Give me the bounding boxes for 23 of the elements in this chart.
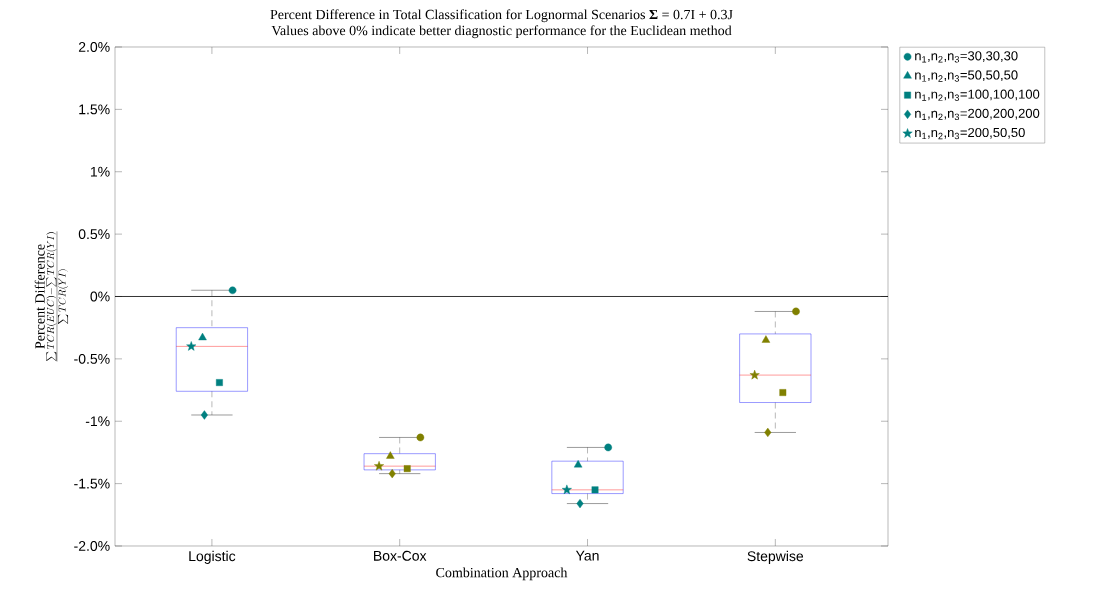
legend-label: n$_{1}$,n$_{2}$,n$_{3}$=200,200,200 xyxy=(915,108,1040,121)
text: $\frac{\sum TCR(EUC)-\sum TCR(YI)}{\sum TCR(YI)}$ xyxy=(46,231,69,362)
x-tick-label: Logistic xyxy=(189,550,236,564)
y-tick-label: 2.0% xyxy=(78,42,110,52)
legend-label: n$_{1}$,n$_{2}$,n$_{3}$=30,30,30 xyxy=(915,51,1018,63)
x-tick-label: Yan xyxy=(575,550,599,561)
chart-subtitle: Values above 0% indicate better diagnostic performance for the Euclidean method xyxy=(271,25,732,39)
y-tick-label: -1% xyxy=(85,416,110,427)
y-tick-label: 0.5% xyxy=(78,229,110,240)
y-tick-label: -1.5% xyxy=(74,478,110,489)
y-tick-label: 0% xyxy=(90,291,110,302)
y-tick-label: -0.5% xyxy=(74,353,110,364)
legend-label: n$_{1}$,n$_{2}$,n$_{3}$=200,50,50 xyxy=(915,127,1025,140)
y-tick-label: 1.5% xyxy=(79,104,110,115)
x-axis-title: Combination Approach xyxy=(436,567,568,581)
x-tick-label: Stepwise xyxy=(747,550,804,564)
y-tick-label: 1% xyxy=(90,166,110,177)
legend-label: n$_{1}$,n$_{2}$,n$_{3}$=50,50,50 xyxy=(915,70,1018,82)
y-tick-label: -2.0% xyxy=(74,541,110,551)
legend-label: n$_{1}$,n$_{2}$,n$_{3}$=100,100,100 xyxy=(915,89,1040,101)
y-axis-title: Percent Difference xyxy=(34,244,45,349)
chart-title: Percent Difference in Total Classification for Lognormal Scenarios Σ = 0.7I + 0.3J xyxy=(270,9,733,23)
x-tick-label: Box-Cox xyxy=(374,550,427,561)
